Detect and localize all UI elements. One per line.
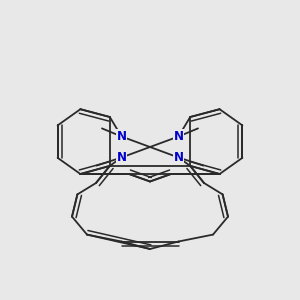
Text: N: N bbox=[173, 151, 184, 164]
Text: N: N bbox=[173, 130, 184, 143]
Text: N: N bbox=[116, 130, 127, 143]
Text: N: N bbox=[116, 151, 127, 164]
